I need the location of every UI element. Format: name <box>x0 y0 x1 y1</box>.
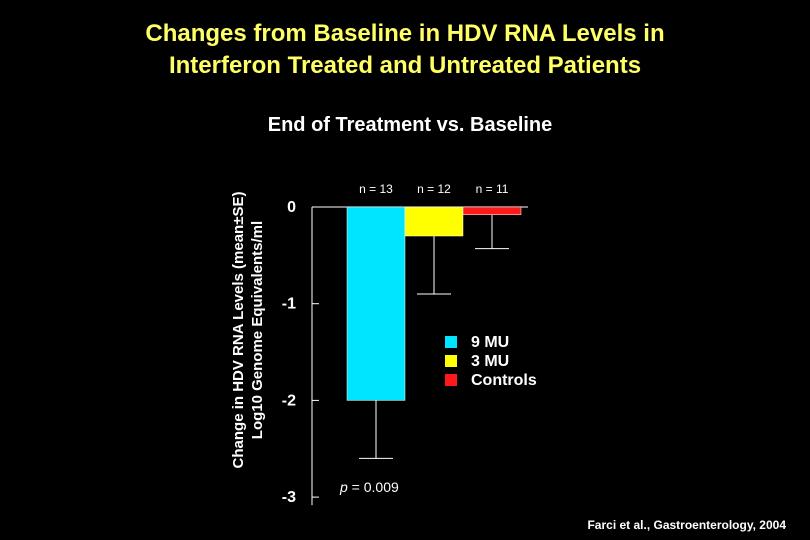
y-tick-label: -1 <box>282 296 296 313</box>
y-tick-label: -2 <box>282 392 296 409</box>
bar-9-mu <box>346 206 406 401</box>
chart-subtitle: End of Treatment vs. Baseline <box>267 114 553 136</box>
page-title: Changes from Baseline in HDV RNA Levels … <box>0 18 810 82</box>
bar-3-mu <box>404 206 464 237</box>
title-line-2: Interferon Treated and Untreated Patient… <box>168 52 642 79</box>
n-label: n = 11 <box>476 182 509 196</box>
y-tick-label: 0 <box>287 199 296 216</box>
p-value-annotation: p = 0.009 <box>339 479 399 495</box>
legend-label: Controls <box>471 372 537 389</box>
y-tick-label: -3 <box>282 489 296 506</box>
legend-label: 3 MU <box>471 353 509 370</box>
title-line-1: Changes from Baseline in HDV RNA Levels … <box>145 20 665 47</box>
bar-controls <box>462 206 522 215</box>
legend-label: 9 MU <box>471 334 509 351</box>
citation: Farci et al., Gastroenterology, 2004 <box>587 518 786 532</box>
n-label: n = 12 <box>417 182 451 196</box>
legend-swatch <box>445 355 457 367</box>
legend-swatch <box>445 374 457 386</box>
n-label: n = 13 <box>359 182 393 196</box>
legend-swatch <box>445 336 457 348</box>
